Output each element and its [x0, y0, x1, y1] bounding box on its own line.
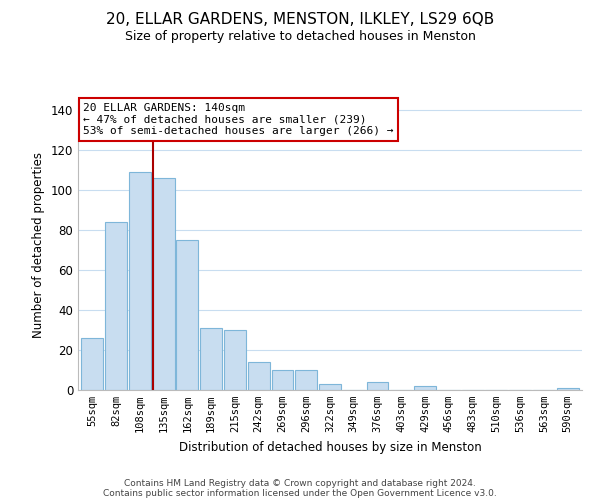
Bar [248, 362, 269, 390]
Text: Size of property relative to detached houses in Menston: Size of property relative to detached ho… [125, 30, 475, 43]
Bar [176, 240, 198, 390]
Bar [224, 330, 246, 390]
Bar [200, 328, 222, 390]
Bar [272, 370, 293, 390]
Bar [295, 370, 317, 390]
Bar [319, 384, 341, 390]
Y-axis label: Number of detached properties: Number of detached properties [32, 152, 45, 338]
Text: 20, ELLAR GARDENS, MENSTON, ILKLEY, LS29 6QB: 20, ELLAR GARDENS, MENSTON, ILKLEY, LS29… [106, 12, 494, 28]
Bar [105, 222, 127, 390]
Bar [367, 382, 388, 390]
Text: Contains public sector information licensed under the Open Government Licence v3: Contains public sector information licen… [103, 488, 497, 498]
Bar [152, 178, 175, 390]
Bar [129, 172, 151, 390]
Bar [82, 338, 103, 390]
X-axis label: Distribution of detached houses by size in Menston: Distribution of detached houses by size … [179, 440, 481, 454]
Bar [414, 386, 436, 390]
Text: Contains HM Land Registry data © Crown copyright and database right 2024.: Contains HM Land Registry data © Crown c… [124, 478, 476, 488]
Bar [557, 388, 578, 390]
Text: 20 ELLAR GARDENS: 140sqm
← 47% of detached houses are smaller (239)
53% of semi-: 20 ELLAR GARDENS: 140sqm ← 47% of detach… [83, 103, 394, 136]
